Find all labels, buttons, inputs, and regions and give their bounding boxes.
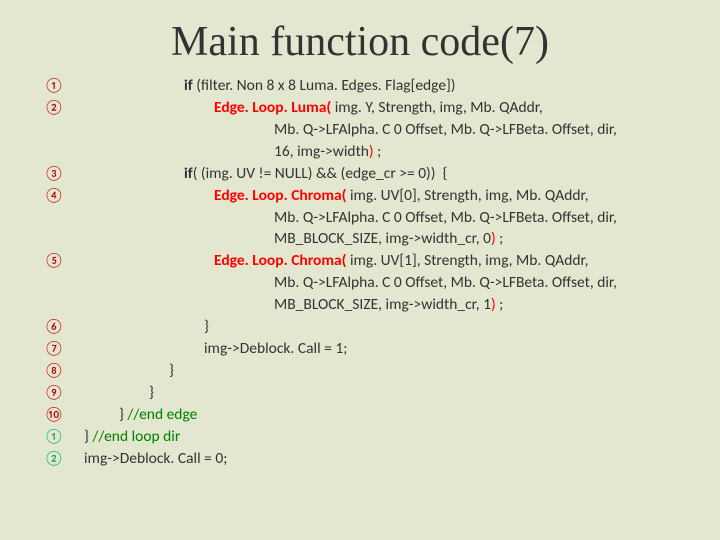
code-text: if( (img. UV != NULL) && (edge_cr >= 0))… [74, 164, 700, 185]
line-number: ③ [44, 164, 74, 184]
code-text: Mb. Q->LFAlpha. C 0 Offset, Mb. Q->LFBet… [74, 120, 700, 141]
line-number: ⑤ [44, 251, 74, 271]
code-text: Mb. Q->LFAlpha. C 0 Offset, Mb. Q->LFBet… [74, 208, 700, 229]
code-line: MB_BLOCK_SIZE, img->width_cr, 0) ; [44, 229, 700, 250]
code-text: MB_BLOCK_SIZE, img->width_cr, 0) ; [74, 229, 700, 250]
code-text: Edge. Loop. Chroma( img. UV[1], Strength… [74, 251, 700, 272]
code-block: ①if (filter. Non 8 x 8 Luma. Edges. Flag… [0, 76, 720, 470]
code-text: 16, img->width) ; [74, 142, 700, 163]
code-line: Mb. Q->LFAlpha. C 0 Offset, Mb. Q->LFBet… [44, 208, 700, 229]
line-number: ⑩ [44, 405, 74, 425]
code-line: MB_BLOCK_SIZE, img->width_cr, 1) ; [44, 295, 700, 316]
line-number: ⑨ [44, 383, 74, 403]
line-number: ① [44, 76, 74, 96]
code-text: } [74, 361, 700, 382]
line-number: ② [44, 98, 74, 118]
code-line: ③if( (img. UV != NULL) && (edge_cr >= 0)… [44, 164, 700, 185]
line-number: ④ [44, 186, 74, 206]
code-line: ①} //end loop dir [44, 427, 700, 448]
code-text: } //end edge [74, 405, 700, 426]
code-line: 16, img->width) ; [44, 142, 700, 163]
code-line: ⑦img->Deblock. Call = 1; [44, 339, 700, 360]
code-line: ④Edge. Loop. Chroma( img. UV[0], Strengt… [44, 186, 700, 207]
code-line: ⑩} //end edge [44, 405, 700, 426]
line-number: ① [44, 427, 74, 447]
code-text: } [74, 383, 700, 404]
code-line: ⑧} [44, 361, 700, 382]
code-line: ⑤Edge. Loop. Chroma( img. UV[1], Strengt… [44, 251, 700, 272]
code-text: Mb. Q->LFAlpha. C 0 Offset, Mb. Q->LFBet… [74, 273, 700, 294]
code-line: ②Edge. Loop. Luma( img. Y, Strength, img… [44, 98, 700, 119]
code-text: img->Deblock. Call = 0; [74, 449, 700, 470]
code-line: ①if (filter. Non 8 x 8 Luma. Edges. Flag… [44, 76, 700, 97]
line-number: ⑧ [44, 361, 74, 381]
code-line: ②img->Deblock. Call = 0; [44, 449, 700, 470]
code-line: ⑨} [44, 383, 700, 404]
code-text: MB_BLOCK_SIZE, img->width_cr, 1) ; [74, 295, 700, 316]
line-number: ⑥ [44, 317, 74, 337]
code-text: Edge. Loop. Luma( img. Y, Strength, img,… [74, 98, 700, 119]
code-line: ⑥} [44, 317, 700, 338]
line-number: ② [44, 449, 74, 469]
code-text: } [74, 317, 700, 338]
code-line: Mb. Q->LFAlpha. C 0 Offset, Mb. Q->LFBet… [44, 273, 700, 294]
code-text: if (filter. Non 8 x 8 Luma. Edges. Flag[… [74, 76, 700, 97]
slide-title: Main function code(7) [0, 0, 720, 76]
code-text: } //end loop dir [74, 427, 700, 448]
code-text: img->Deblock. Call = 1; [74, 339, 700, 360]
line-number: ⑦ [44, 339, 74, 359]
code-line: Mb. Q->LFAlpha. C 0 Offset, Mb. Q->LFBet… [44, 120, 700, 141]
code-text: Edge. Loop. Chroma( img. UV[0], Strength… [74, 186, 700, 207]
